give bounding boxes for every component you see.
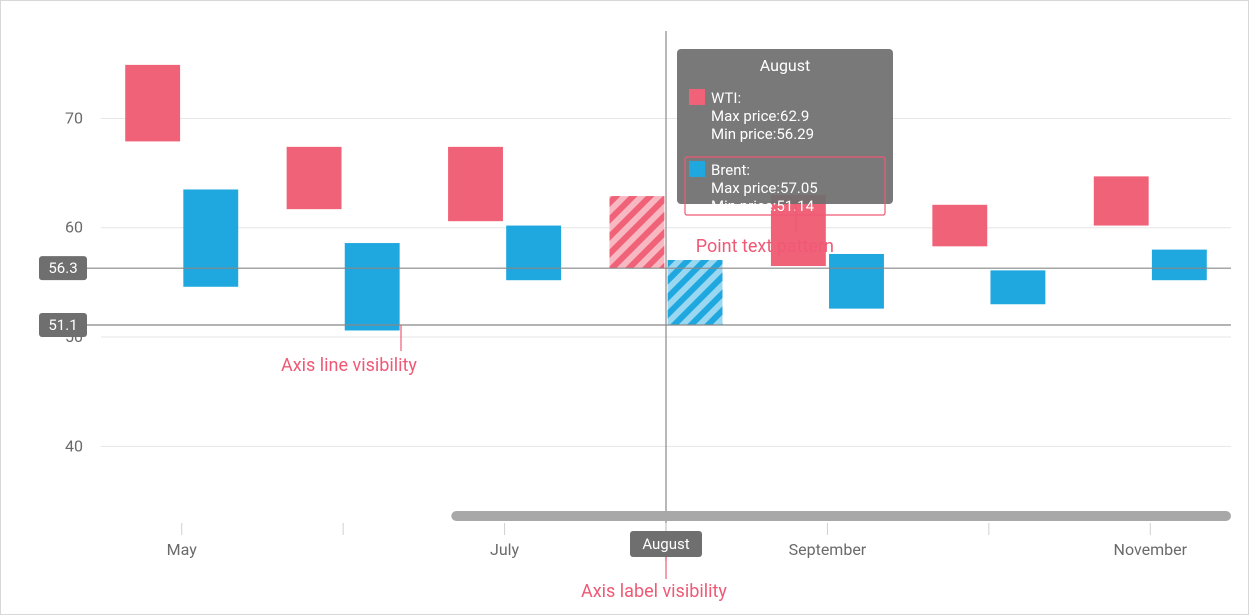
wti-bar[interactable] <box>1094 176 1149 225</box>
callout-point-text-pattern: Point text pattern <box>696 236 834 257</box>
svg-text:Max price:57.05: Max price:57.05 <box>711 179 818 197</box>
wti-bar[interactable] <box>125 65 180 142</box>
svg-text:Brent:: Brent: <box>711 161 750 179</box>
tooltip: August WTI:Max price:62.9Min price:56.29 B… <box>677 49 893 215</box>
svg-text:51.1: 51.1 <box>48 316 77 334</box>
y-axis-tick-label: 70 <box>65 108 83 127</box>
brent-bar[interactable] <box>183 189 238 286</box>
tooltip-swatch <box>689 161 705 177</box>
y-axis-tick-label: 60 <box>65 218 83 237</box>
svg-text:Max price:62.9: Max price:62.9 <box>711 107 809 125</box>
callout-axis-line-visibility: Axis line visibility <box>281 355 417 376</box>
brent-bar[interactable] <box>990 270 1045 304</box>
wti-bar[interactable] <box>448 147 503 221</box>
x-axis-tick-label: November <box>1114 540 1188 559</box>
svg-text:August: August <box>760 56 810 75</box>
brent-bar[interactable] <box>829 254 884 309</box>
brent-bar[interactable] <box>1152 250 1207 281</box>
chart-container: 4050607056.351.1MayJulySeptemberNovember… <box>0 0 1249 615</box>
wti-bar[interactable] <box>610 196 665 268</box>
tooltip-swatch <box>689 89 705 105</box>
svg-text:August: August <box>642 535 689 553</box>
svg-text:Min price:56.29: Min price:56.29 <box>711 125 814 143</box>
x-axis-tick-label: May <box>167 540 198 559</box>
wti-bar[interactable] <box>932 205 987 247</box>
svg-text:56.3: 56.3 <box>48 259 77 277</box>
horizontal-scrollbar[interactable] <box>451 511 1231 521</box>
x-axis-tick-label: July <box>490 540 520 559</box>
range-bar-chart: 4050607056.351.1MayJulySeptemberNovember… <box>1 1 1249 616</box>
brent-bar[interactable] <box>668 260 723 325</box>
y-axis-tick-label: 40 <box>65 436 83 455</box>
x-axis-tick-label: September <box>789 540 867 559</box>
brent-bar[interactable] <box>506 226 561 281</box>
brent-bar[interactable] <box>345 243 400 330</box>
svg-text:Min price:51.14: Min price:51.14 <box>711 197 815 215</box>
svg-text:WTI:: WTI: <box>711 89 741 107</box>
wti-bar[interactable] <box>287 147 342 209</box>
callout-axis-label-visibility: Axis label visibility <box>581 581 727 602</box>
